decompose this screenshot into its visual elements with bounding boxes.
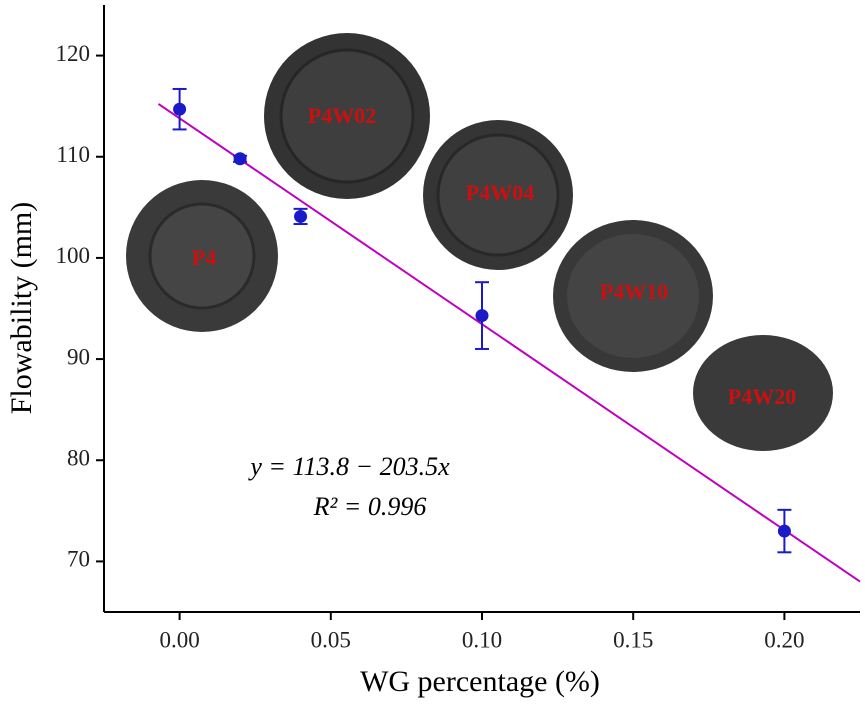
data-point — [233, 152, 247, 166]
y-tick-label: 80 — [67, 446, 90, 471]
sample-label: P4W10 — [600, 279, 668, 304]
sample-photo — [148, 202, 256, 310]
x-tick-label: 0.15 — [613, 627, 653, 652]
y-tick-label: 100 — [56, 243, 91, 268]
sample-photo — [436, 133, 560, 257]
x-tick-label: 0.10 — [462, 627, 502, 652]
x-tick-label: 0.05 — [311, 627, 351, 652]
y-tick-label: 120 — [56, 41, 91, 66]
sample-label: P4W02 — [308, 103, 376, 128]
sample-label: P4W04 — [466, 180, 534, 205]
sample-label: P4 — [192, 245, 216, 270]
y-axis-title: Flowability (mm) — [5, 202, 38, 415]
r-squared: R² = 0.996 — [313, 492, 427, 521]
data-point — [173, 102, 187, 116]
equation: y = 113.8 − 203.5x — [247, 452, 450, 481]
sample-photo — [279, 48, 415, 184]
x-tick-label: 0.20 — [764, 627, 804, 652]
data-point — [294, 209, 308, 223]
fit-line — [157, 103, 861, 583]
sample-photo — [567, 234, 699, 358]
data-point — [777, 524, 791, 538]
y-tick-label: 70 — [67, 547, 90, 572]
x-axis-title: WG percentage (%) — [360, 665, 600, 698]
y-tick-label: 90 — [67, 344, 90, 369]
sample-photos — [126, 33, 833, 451]
y-tick-label: 110 — [56, 142, 90, 167]
x-tick-label: 0.00 — [159, 627, 199, 652]
sample-photo — [693, 335, 833, 451]
data-point — [475, 309, 489, 323]
sample-label: P4W20 — [728, 384, 796, 409]
